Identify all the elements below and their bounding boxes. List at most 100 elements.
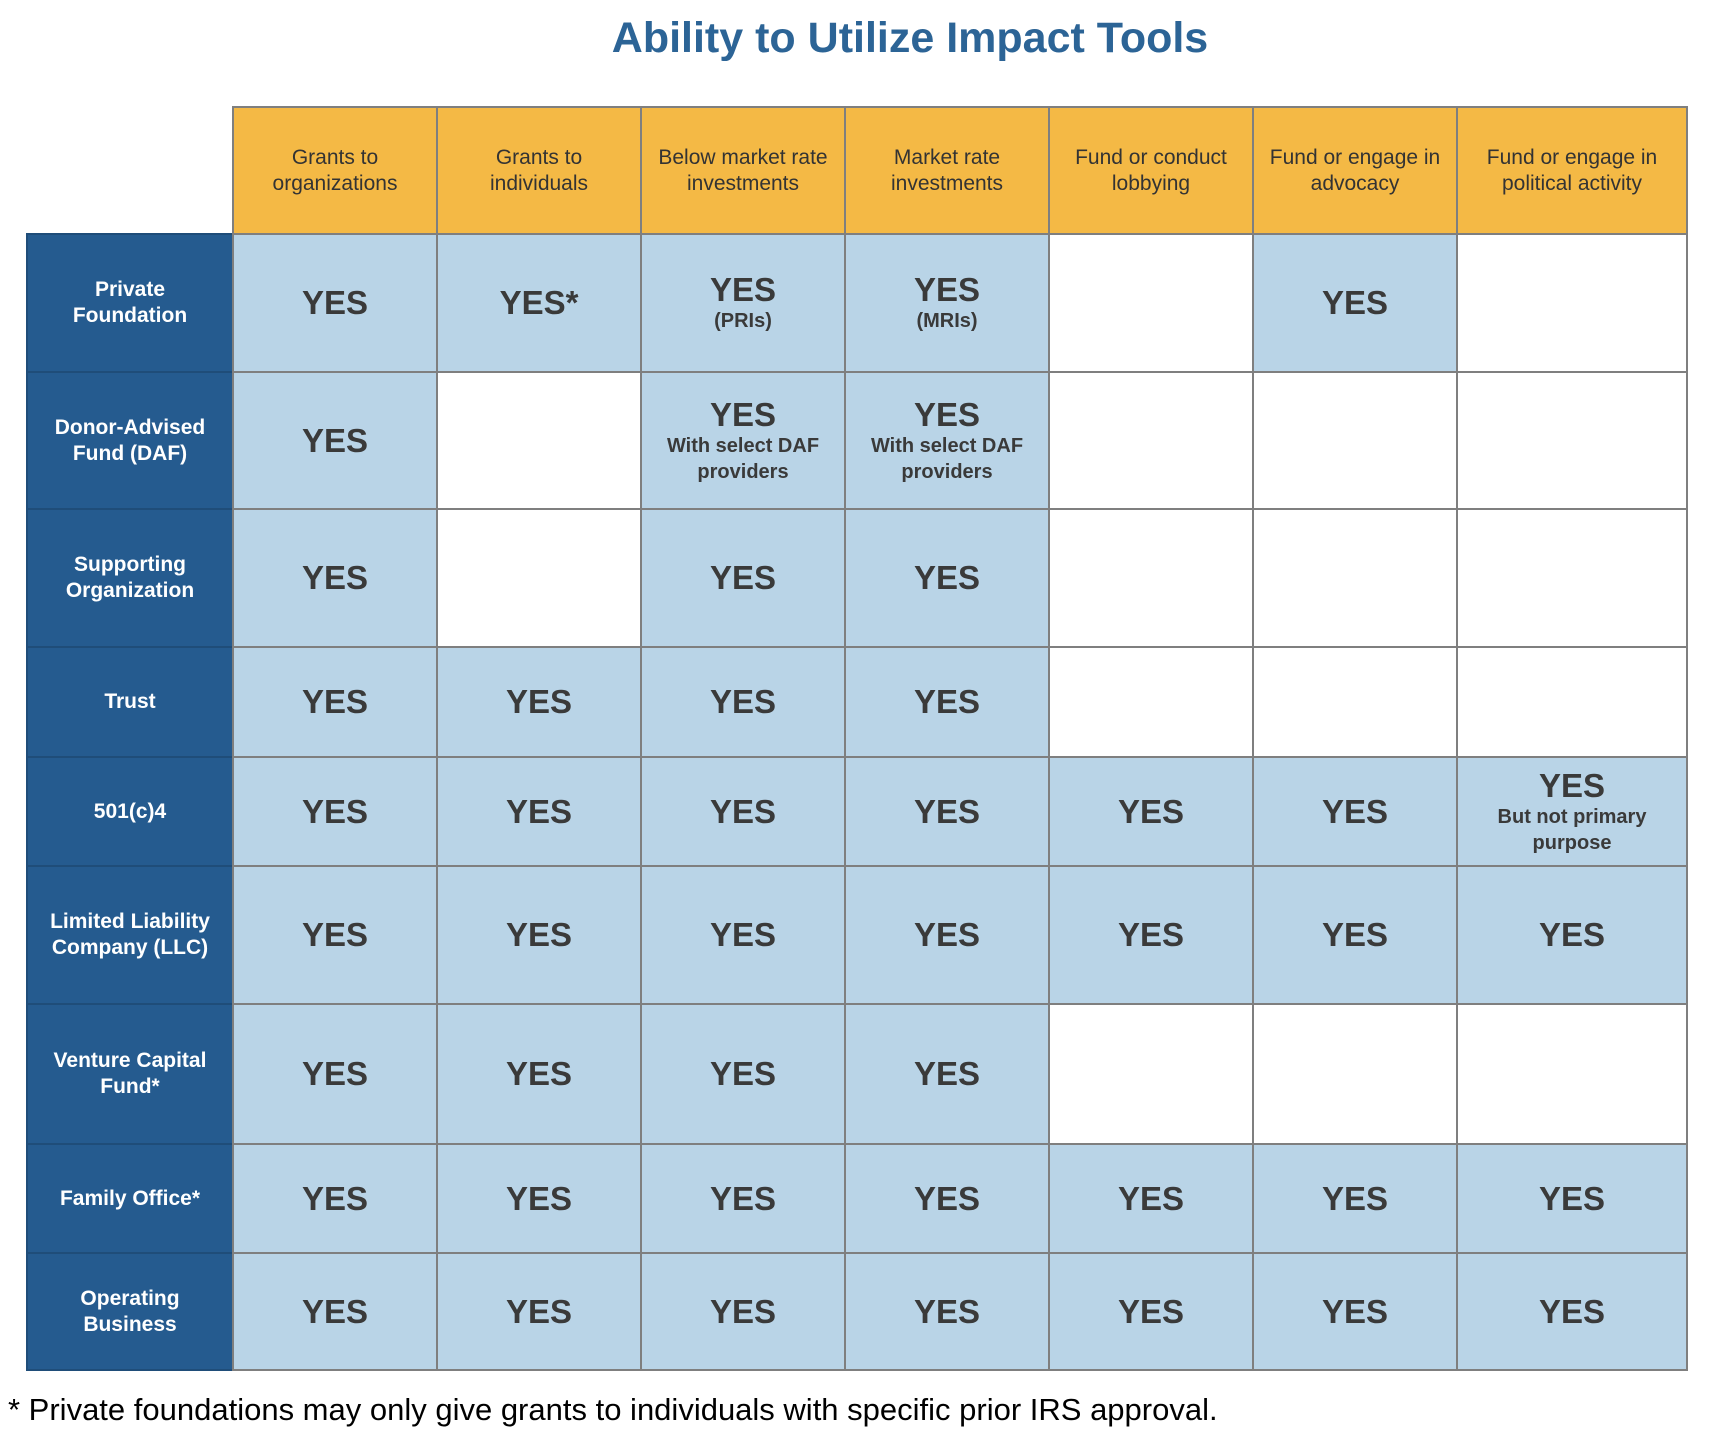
column-header: Grants to individuals [436, 106, 642, 235]
table-cell: YES [844, 865, 1050, 1005]
table-cell: YES [1048, 1143, 1254, 1254]
cell-value: YES [913, 1179, 981, 1217]
cell-value: YES [709, 1292, 777, 1330]
table-cell: YES [436, 646, 642, 758]
table-cell: YES [232, 865, 438, 1005]
cell-value: YES [505, 916, 573, 953]
cell-value: YES [1321, 916, 1389, 953]
table-cell: YES [232, 646, 438, 758]
cell-value: YES* [499, 284, 579, 321]
cell-value: YES [913, 395, 981, 433]
table-cell: YES* [436, 233, 642, 373]
table-cell: YES [232, 1252, 438, 1371]
cell-value: YES [301, 421, 369, 459]
column-header: Grants to organizations [232, 106, 438, 235]
table-cell [1252, 371, 1458, 510]
table-cell: YES [1252, 1252, 1458, 1371]
cell-value: YES [709, 395, 777, 433]
table-cell: YES [1456, 1143, 1688, 1254]
table-cell [1456, 1003, 1688, 1145]
page-title: Ability to Utilize Impact Tools [611, 14, 1209, 62]
cell-value: YES [709, 916, 777, 953]
table-cell: YES [1252, 756, 1458, 867]
table-cell: YES [640, 1143, 846, 1254]
row-header: Operating Business [26, 1252, 234, 1371]
table-corner [26, 106, 234, 235]
cell-value: YES [1538, 1179, 1606, 1217]
table-cell: YES [640, 1003, 846, 1145]
table-cell: YES [640, 646, 846, 758]
table-cell [1456, 646, 1688, 758]
table-cell [1252, 646, 1458, 758]
table-cell: YES [640, 1252, 846, 1371]
table-cell [1048, 371, 1254, 510]
cell-value: YES [505, 792, 573, 830]
cell-value: YES [1117, 792, 1185, 830]
cell-value: YES [913, 792, 981, 830]
cell-value: YES [913, 1292, 981, 1330]
table-cell [1048, 233, 1254, 373]
cell-value: YES [505, 1179, 573, 1217]
table-cell: YES With select DAF providers [640, 371, 846, 510]
cell-value: YES [709, 683, 777, 720]
table-cell: YES [844, 646, 1050, 758]
cell-value: YES [913, 683, 981, 720]
cell-value: YES [1538, 916, 1606, 953]
cell-value: YES [709, 271, 777, 308]
row-header: Private Foundation [26, 233, 234, 373]
impact-tools-table: Grants to organizations Grants to individ… [26, 106, 1688, 1371]
cell-value: YES [709, 792, 777, 830]
table-cell [1252, 508, 1458, 648]
table-cell: YES (MRIs) [844, 233, 1050, 373]
table-cell [1456, 233, 1688, 373]
cell-value: YES [913, 916, 981, 953]
cell-value: YES [301, 1055, 369, 1092]
table-cell: YES [232, 371, 438, 510]
table-cell: YES [844, 1252, 1050, 1371]
table-cell: YES [640, 508, 846, 648]
table-cell [1456, 508, 1688, 648]
row-header: 501(c)4 [26, 756, 234, 867]
table-cell [1048, 1003, 1254, 1145]
column-header: Fund or engage in political activity [1456, 106, 1688, 235]
cell-value: YES [1538, 1292, 1606, 1330]
cell-value: YES [301, 1292, 369, 1330]
cell-value: YES [301, 683, 369, 720]
cell-value: YES [1321, 284, 1389, 321]
cell-value: YES [1321, 1179, 1389, 1217]
cell-value: YES [1117, 1292, 1185, 1330]
table-cell: YES [1252, 1143, 1458, 1254]
cell-value: YES [913, 271, 981, 308]
cell-value: YES [505, 1292, 573, 1330]
cell-value: YES [301, 1179, 369, 1217]
row-header: Supporting Organization [26, 508, 234, 648]
cell-note: But not primary purpose [1497, 805, 1647, 854]
column-header: Below market rate investments [640, 106, 846, 235]
table-cell: YES [232, 233, 438, 373]
table-cell: YES [436, 1003, 642, 1145]
table-cell: YES [844, 1143, 1050, 1254]
footnote: * Private foundations may only give gran… [8, 1392, 1218, 1427]
cell-value: YES [709, 1055, 777, 1092]
cell-value: YES [709, 559, 777, 596]
table-cell: YES [232, 756, 438, 867]
cell-note: (MRIs) [916, 310, 978, 332]
table-cell [1048, 646, 1254, 758]
column-header: Fund or conduct lobbying [1048, 106, 1254, 235]
table-cell: YES [232, 1003, 438, 1145]
cell-value: YES [913, 1055, 981, 1092]
table-cell: YES [436, 756, 642, 867]
cell-value: YES [505, 1055, 573, 1092]
table-cell: YES [1456, 1252, 1688, 1371]
row-header: Family Office* [26, 1143, 234, 1254]
table-cell: YES [1252, 233, 1458, 373]
row-header: Donor-Advised Fund (DAF) [26, 371, 234, 510]
cell-value: YES [1117, 1179, 1185, 1217]
table-cell [436, 371, 642, 510]
cell-value: YES [301, 559, 369, 596]
cell-value: YES [1321, 1292, 1389, 1330]
cell-note: With select DAF providers [870, 434, 1024, 483]
cell-value: YES [709, 1179, 777, 1217]
table-cell: YES With select DAF providers [844, 371, 1050, 510]
table-cell: YES [640, 756, 846, 867]
